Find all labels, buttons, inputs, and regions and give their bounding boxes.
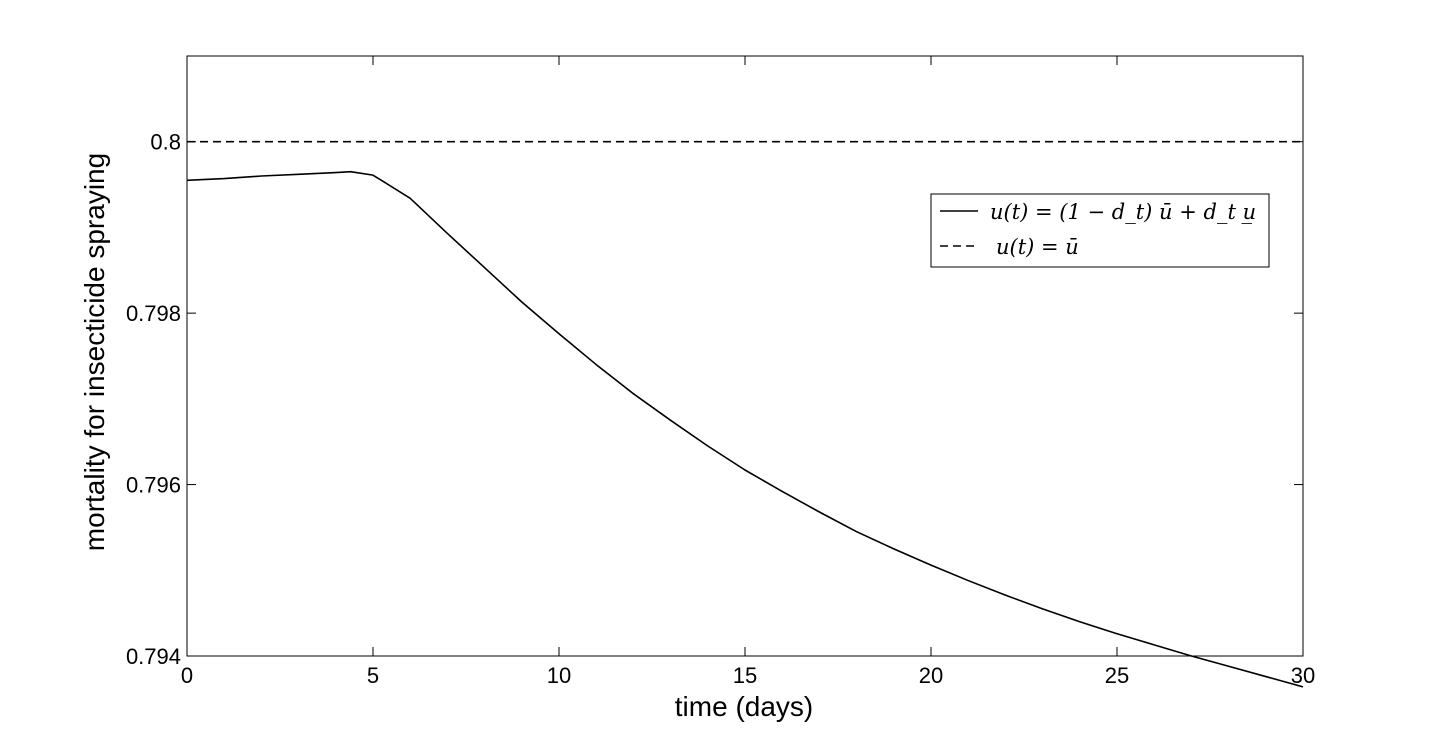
y-axis-label: mortality for insecticide spraying: [79, 153, 110, 551]
x-tick-label: 10: [547, 663, 571, 688]
series-line-0: [186, 170, 1304, 688]
legend: u(t) = (1 − d_t) ū + d_t u̲ u(t) = ū: [930, 193, 1270, 268]
y-tick-label: 0.8: [150, 130, 181, 155]
y-tick-label: 0.798: [126, 301, 181, 326]
x-tick-label: 5: [367, 663, 379, 688]
y-tick-label: 0.796: [126, 473, 181, 498]
legend-box: [930, 193, 1270, 268]
x-tick-label: 15: [733, 663, 757, 688]
x-axis-label: time (days): [675, 691, 813, 722]
x-tick-label: 30: [1291, 663, 1315, 688]
plot-area: [187, 56, 1303, 656]
x-tick-label: 25: [1105, 663, 1129, 688]
legend-label-0: u(t) = (1 − d_t) ū + d_t u̲: [990, 200, 1256, 224]
axes-frame: [186, 55, 1304, 657]
y-tick-label: 0.794: [126, 644, 181, 669]
series-layer: [186, 140, 1304, 688]
x-tick-label: 20: [919, 663, 943, 688]
tick-labels: 0 5 10 15 20 25 30 0.794 0.796 0.798 0.8: [126, 130, 1315, 688]
x-tick-label: 0: [181, 663, 193, 688]
legend-label-1: u(t) = ū: [996, 235, 1079, 259]
